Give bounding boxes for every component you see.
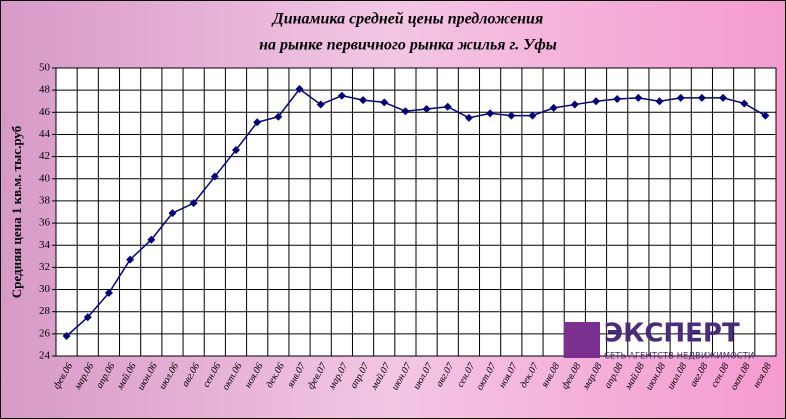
data-point (210, 172, 219, 181)
y-tick-label: 38 (39, 194, 51, 206)
logo-subtext: СЕТЬ АГЕНТСТВ НЕДВИЖИМОСТИ (604, 352, 754, 362)
data-point (634, 93, 643, 102)
data-point (422, 104, 431, 113)
data-point (316, 100, 325, 109)
data-point (83, 313, 92, 322)
data-point (62, 332, 71, 341)
data-point (549, 103, 558, 112)
logo-icon (564, 322, 600, 358)
data-point (740, 99, 749, 108)
data-point (486, 109, 495, 118)
y-tick-label: 34 (39, 239, 51, 251)
data-point (697, 93, 706, 102)
y-tick-label: 42 (39, 150, 50, 162)
data-point (507, 111, 516, 120)
data-point (443, 102, 452, 111)
y-tick-label: 32 (39, 261, 50, 273)
y-axis-label: Средняя цена 1 кв.м. тыс.руб (9, 125, 24, 298)
chart-title: Динамика средней цены предложения (271, 11, 543, 28)
data-point (147, 235, 156, 244)
data-point (380, 98, 389, 107)
data-point (189, 199, 198, 208)
data-point (613, 95, 622, 104)
y-tick-label: 36 (39, 217, 51, 229)
data-point (655, 97, 664, 106)
chart-title: на рынке первичного рынка жилья г. Уфы (259, 37, 557, 54)
data-point (253, 118, 262, 127)
data-point (359, 96, 368, 105)
data-point (104, 288, 113, 297)
data-point (168, 209, 177, 218)
y-tick-label: 46 (39, 106, 51, 118)
y-tick-label: 30 (39, 283, 51, 295)
data-point (274, 112, 283, 121)
data-point (761, 111, 770, 120)
data-point (126, 255, 135, 264)
data-point (676, 93, 685, 102)
data-point (295, 85, 304, 94)
logo: ЭКСПЕРТ СЕТЬ АГЕНТСТВ НЕДВИЖИМОСТИ (564, 319, 754, 362)
data-point (232, 145, 240, 154)
data-point (592, 97, 600, 106)
y-tick-label: 26 (39, 327, 51, 339)
y-tick-label: 24 (39, 350, 51, 362)
data-point (570, 100, 579, 109)
data-point (401, 107, 410, 116)
logo-text: ЭКСПЕРТ (604, 319, 740, 349)
y-tick-label: 50 (39, 62, 51, 74)
data-line (66, 88, 766, 337)
y-tick-label: 48 (39, 84, 51, 96)
data-point (464, 113, 473, 122)
data-point (337, 91, 346, 100)
y-tick-label: 44 (39, 128, 51, 140)
data-point (719, 93, 728, 102)
data-point (528, 111, 537, 120)
y-tick-label: 40 (39, 172, 51, 184)
y-tick-label: 28 (39, 305, 51, 317)
